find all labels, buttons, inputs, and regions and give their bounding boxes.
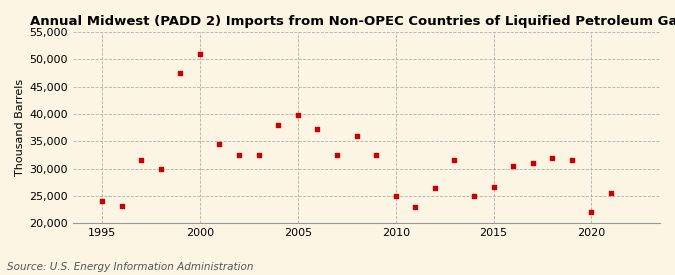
Point bbox=[214, 142, 225, 146]
Point bbox=[312, 126, 323, 131]
Point bbox=[547, 155, 558, 160]
Point bbox=[253, 153, 264, 157]
Point bbox=[410, 205, 421, 209]
Point bbox=[97, 199, 107, 204]
Point bbox=[508, 164, 518, 168]
Point bbox=[292, 113, 303, 117]
Point bbox=[175, 71, 186, 75]
Point bbox=[488, 184, 499, 189]
Point bbox=[429, 185, 440, 190]
Point bbox=[371, 153, 381, 157]
Point bbox=[449, 158, 460, 163]
Point bbox=[566, 158, 577, 163]
Point bbox=[390, 194, 401, 198]
Point bbox=[234, 153, 244, 157]
Point bbox=[351, 134, 362, 138]
Point bbox=[116, 204, 127, 208]
Point bbox=[136, 158, 146, 163]
Point bbox=[155, 166, 166, 171]
Point bbox=[194, 52, 205, 56]
Point bbox=[273, 123, 284, 127]
Point bbox=[468, 194, 479, 198]
Text: Source: U.S. Energy Information Administration: Source: U.S. Energy Information Administ… bbox=[7, 262, 253, 272]
Point bbox=[331, 153, 342, 157]
Point bbox=[527, 161, 538, 165]
Y-axis label: Thousand Barrels: Thousand Barrels bbox=[15, 79, 25, 176]
Point bbox=[586, 210, 597, 214]
Point bbox=[605, 191, 616, 195]
Title: Annual Midwest (PADD 2) Imports from Non-OPEC Countries of Liquified Petroleum G: Annual Midwest (PADD 2) Imports from Non… bbox=[30, 15, 675, 28]
